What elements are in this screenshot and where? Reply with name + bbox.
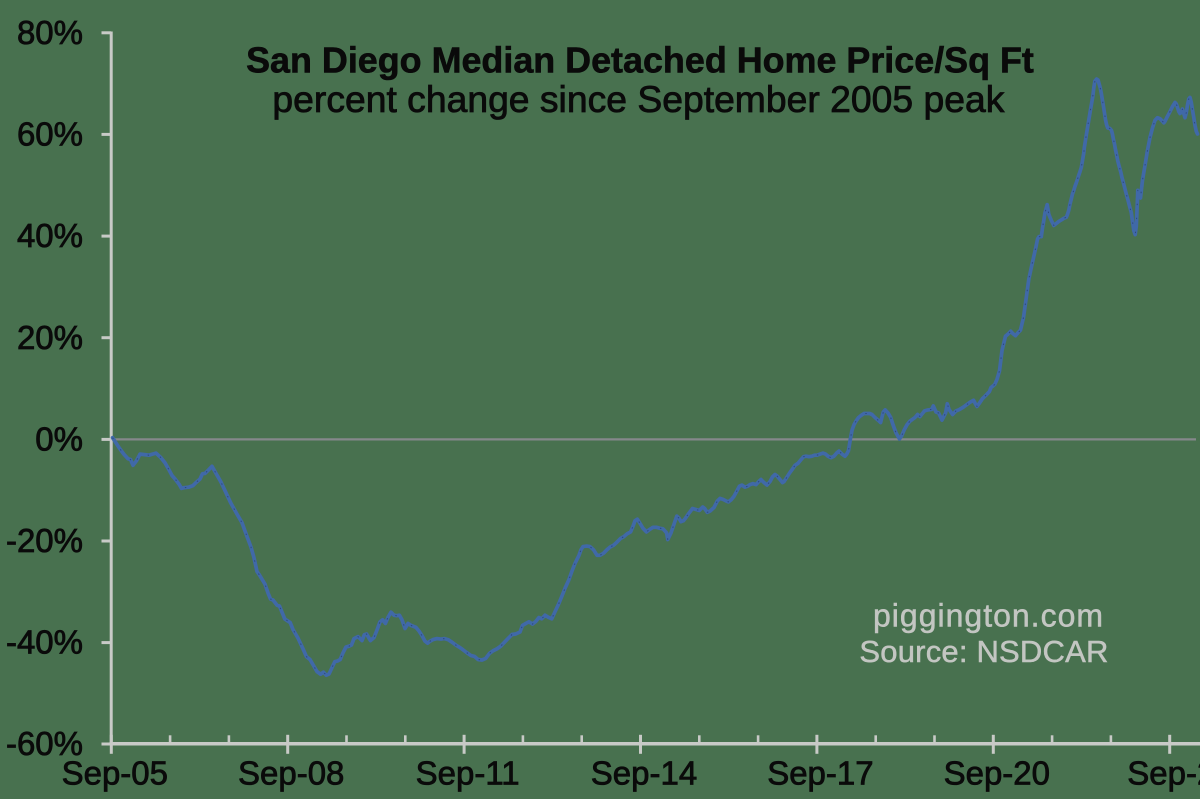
svg-text:Sep-08: Sep-08 (238, 755, 344, 792)
svg-text:60%: 60% (17, 116, 83, 153)
svg-text:San Diego Median Detached Home: San Diego Median Detached Home Price/Sq … (246, 41, 1034, 81)
svg-text:Sep-17: Sep-17 (767, 755, 873, 792)
svg-text:40%: 40% (17, 217, 83, 254)
svg-text:-20%: -20% (6, 522, 83, 559)
svg-text:-40%: -40% (6, 624, 83, 661)
svg-text:Sep-05: Sep-05 (62, 755, 168, 792)
svg-text:Sep-14: Sep-14 (591, 755, 697, 792)
svg-text:Sep-23: Sep-23 (1127, 755, 1200, 792)
svg-text:piggington.com: piggington.com (873, 598, 1104, 634)
svg-text:Sep-20: Sep-20 (944, 755, 1050, 792)
svg-text:-60%: -60% (6, 725, 83, 762)
svg-text:0%: 0% (35, 421, 83, 458)
svg-text:Source: NSDCAR: Source: NSDCAR (859, 634, 1108, 669)
svg-text:80%: 80% (17, 14, 83, 51)
svg-text:Sep-11: Sep-11 (416, 755, 520, 792)
svg-text:percent change since September: percent change since September 2005 peak (272, 78, 1004, 120)
svg-text:20%: 20% (17, 319, 83, 356)
